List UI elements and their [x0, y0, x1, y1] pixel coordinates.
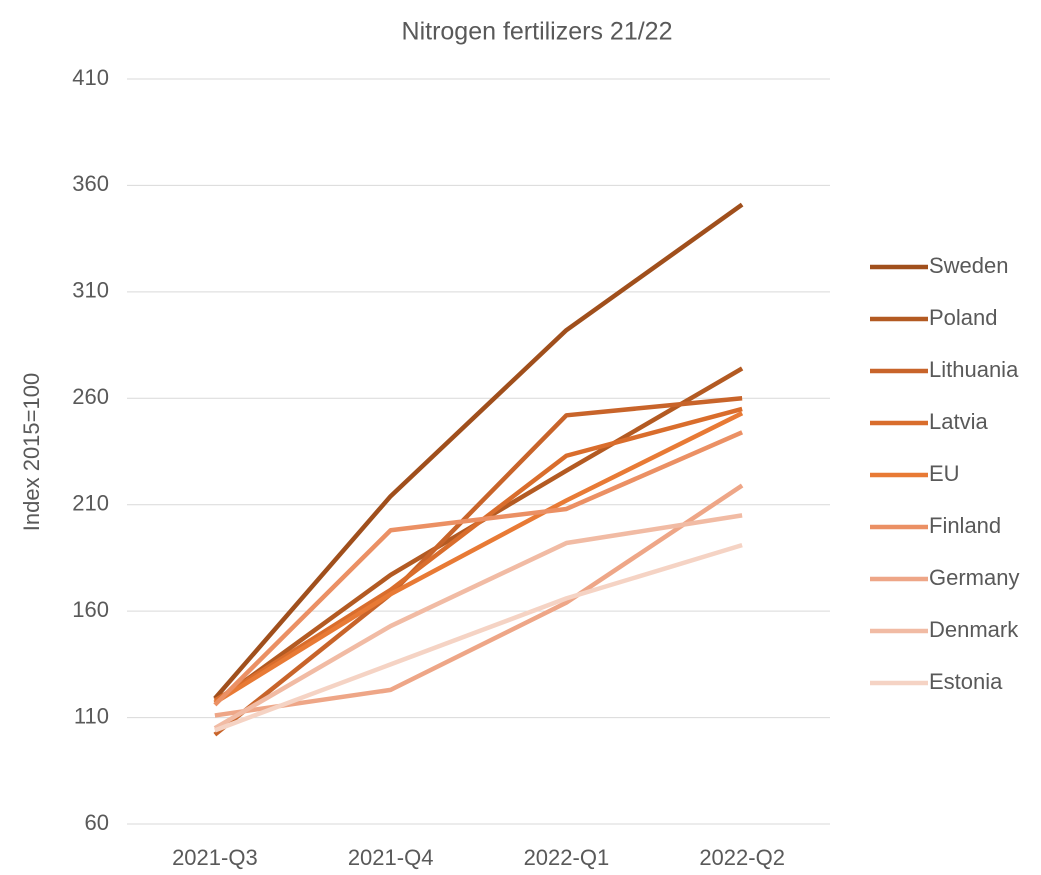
legend-label: EU	[929, 461, 960, 486]
x-tick-label: 2022-Q1	[524, 845, 610, 870]
series-line	[213, 202, 744, 700]
y-tick-label: 210	[72, 491, 109, 516]
chart-title: Nitrogen fertilizers 21/22	[402, 18, 673, 46]
y-tick-label: 110	[74, 703, 109, 728]
y-tick-label: 160	[72, 597, 109, 622]
series-line	[213, 406, 743, 703]
x-tick-label: 2022-Q2	[699, 845, 785, 870]
legend-label: Finland	[929, 513, 1001, 538]
series-line	[213, 513, 743, 731]
series-line	[213, 430, 744, 707]
legend-label: Sweden	[929, 253, 1009, 278]
series-line	[213, 411, 744, 705]
y-tick-label: 260	[72, 384, 109, 409]
series-line	[214, 543, 743, 733]
x-tick-label: 2021-Q4	[348, 845, 434, 870]
legend-label: Latvia	[929, 409, 988, 434]
y-axis-label: Index 2015=100	[19, 373, 44, 531]
legend-label: Poland	[929, 305, 998, 330]
legend-label: Lithuania	[929, 357, 1019, 382]
y-tick-label: 60	[85, 810, 109, 835]
series-line	[213, 396, 743, 737]
y-tick-label: 410	[72, 65, 109, 90]
series-line	[214, 483, 744, 718]
legend-label: Germany	[929, 565, 1019, 590]
legend-label: Denmark	[929, 617, 1019, 642]
x-tick-label: 2021-Q3	[172, 845, 258, 870]
y-tick-label: 310	[72, 278, 109, 303]
legend-label: Estonia	[929, 669, 1003, 694]
y-tick-label: 360	[72, 171, 109, 196]
